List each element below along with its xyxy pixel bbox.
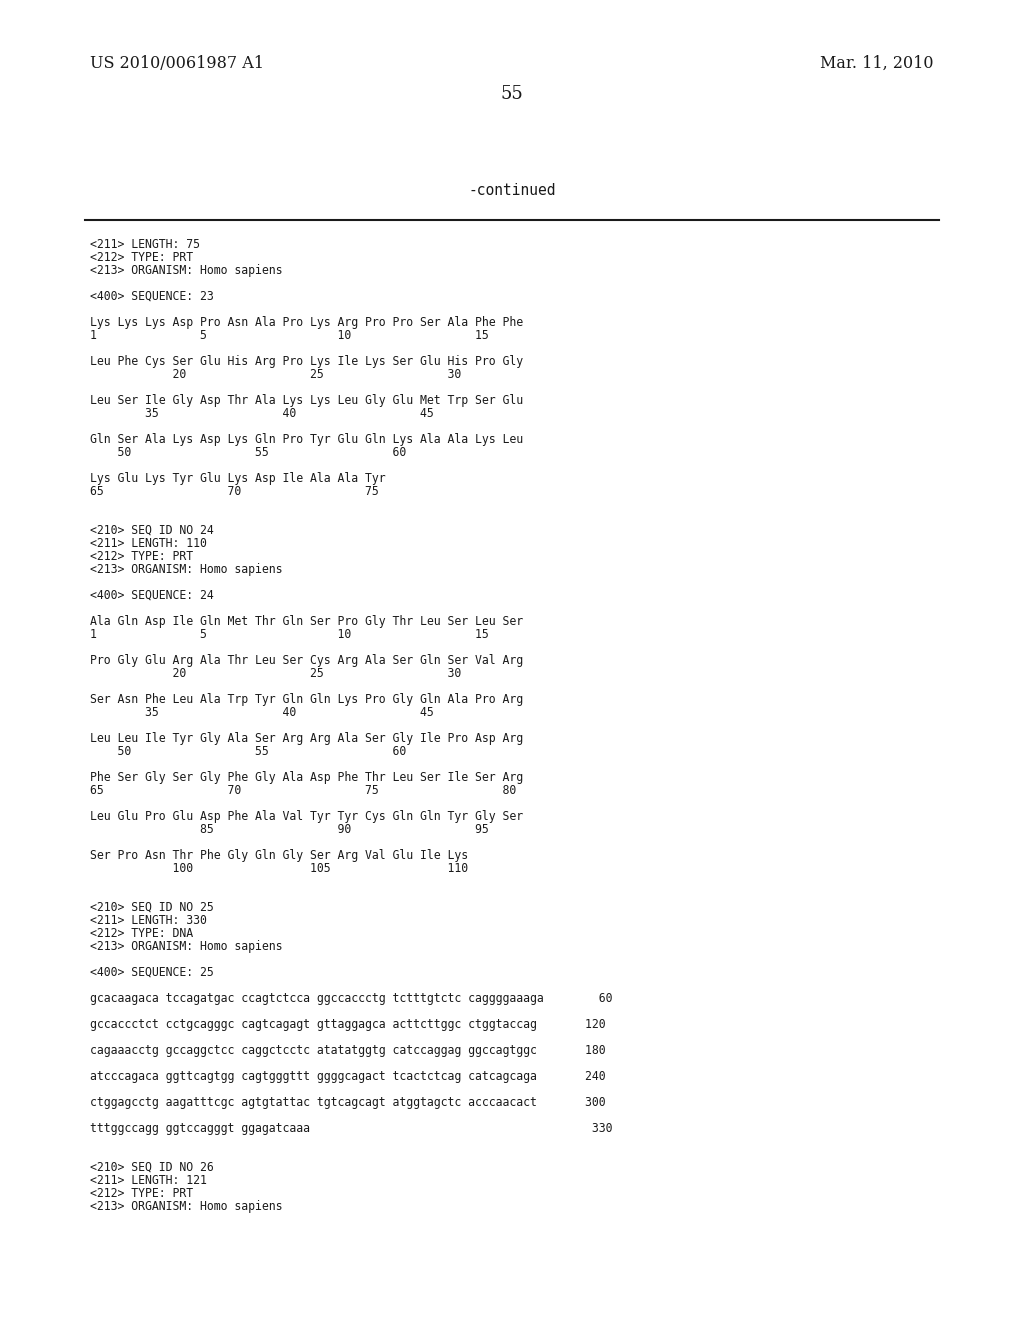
- Text: cagaaacctg gccaggctcc caggctcctc atatatggtg catccaggag ggccagtggc       180: cagaaacctg gccaggctcc caggctcctc atatatg…: [90, 1044, 605, 1057]
- Text: <211> LENGTH: 110: <211> LENGTH: 110: [90, 537, 207, 550]
- Text: Lys Lys Lys Asp Pro Asn Ala Pro Lys Arg Pro Pro Ser Ala Phe Phe: Lys Lys Lys Asp Pro Asn Ala Pro Lys Arg …: [90, 315, 523, 329]
- Text: Pro Gly Glu Arg Ala Thr Leu Ser Cys Arg Ala Ser Gln Ser Val Arg: Pro Gly Glu Arg Ala Thr Leu Ser Cys Arg …: [90, 653, 523, 667]
- Text: <211> LENGTH: 75: <211> LENGTH: 75: [90, 238, 200, 251]
- Text: 50                  55                  60: 50 55 60: [90, 446, 407, 459]
- Text: 65                  70                  75: 65 70 75: [90, 484, 379, 498]
- Text: <212> TYPE: DNA: <212> TYPE: DNA: [90, 927, 194, 940]
- Text: Leu Leu Ile Tyr Gly Ala Ser Arg Arg Ala Ser Gly Ile Pro Asp Arg: Leu Leu Ile Tyr Gly Ala Ser Arg Arg Ala …: [90, 733, 523, 744]
- Text: Ser Asn Phe Leu Ala Trp Tyr Gln Gln Lys Pro Gly Gln Ala Pro Arg: Ser Asn Phe Leu Ala Trp Tyr Gln Gln Lys …: [90, 693, 523, 706]
- Text: Gln Ser Ala Lys Asp Lys Gln Pro Tyr Glu Gln Lys Ala Ala Lys Leu: Gln Ser Ala Lys Asp Lys Gln Pro Tyr Glu …: [90, 433, 523, 446]
- Text: <210> SEQ ID NO 26: <210> SEQ ID NO 26: [90, 1162, 214, 1173]
- Text: -continued: -continued: [468, 183, 556, 198]
- Text: <210> SEQ ID NO 25: <210> SEQ ID NO 25: [90, 902, 214, 913]
- Text: <213> ORGANISM: Homo sapiens: <213> ORGANISM: Homo sapiens: [90, 940, 283, 953]
- Text: <400> SEQUENCE: 25: <400> SEQUENCE: 25: [90, 966, 214, 979]
- Text: gcacaagaca tccagatgac ccagtctcca ggccaccctg tctttgtctc caggggaaaga        60: gcacaagaca tccagatgac ccagtctcca ggccacc…: [90, 993, 612, 1005]
- Text: tttggccagg ggtccagggt ggagatcaaa                                         330: tttggccagg ggtccagggt ggagatcaaa 330: [90, 1122, 612, 1135]
- Text: <400> SEQUENCE: 23: <400> SEQUENCE: 23: [90, 290, 214, 304]
- Text: 50                  55                  60: 50 55 60: [90, 744, 407, 758]
- Text: <212> TYPE: PRT: <212> TYPE: PRT: [90, 550, 194, 564]
- Text: Leu Glu Pro Glu Asp Phe Ala Val Tyr Tyr Cys Gln Gln Tyr Gly Ser: Leu Glu Pro Glu Asp Phe Ala Val Tyr Tyr …: [90, 810, 523, 822]
- Text: Ala Gln Asp Ile Gln Met Thr Gln Ser Pro Gly Thr Leu Ser Leu Ser: Ala Gln Asp Ile Gln Met Thr Gln Ser Pro …: [90, 615, 523, 628]
- Text: gccaccctct cctgcagggc cagtcagagt gttaggagca acttcttggc ctggtaccag       120: gccaccctct cctgcagggc cagtcagagt gttagga…: [90, 1018, 605, 1031]
- Text: <211> LENGTH: 330: <211> LENGTH: 330: [90, 913, 207, 927]
- Text: <211> LENGTH: 121: <211> LENGTH: 121: [90, 1173, 207, 1187]
- Text: <212> TYPE: PRT: <212> TYPE: PRT: [90, 251, 194, 264]
- Text: Leu Phe Cys Ser Glu His Arg Pro Lys Ile Lys Ser Glu His Pro Gly: Leu Phe Cys Ser Glu His Arg Pro Lys Ile …: [90, 355, 523, 368]
- Text: 55: 55: [501, 84, 523, 103]
- Text: <213> ORGANISM: Homo sapiens: <213> ORGANISM: Homo sapiens: [90, 264, 283, 277]
- Text: <212> TYPE: PRT: <212> TYPE: PRT: [90, 1187, 194, 1200]
- Text: atcccagaca ggttcagtgg cagtgggttt ggggcagact tcactctcag catcagcaga       240: atcccagaca ggttcagtgg cagtgggttt ggggcag…: [90, 1071, 605, 1082]
- Text: Mar. 11, 2010: Mar. 11, 2010: [820, 55, 934, 73]
- Text: <210> SEQ ID NO 24: <210> SEQ ID NO 24: [90, 524, 214, 537]
- Text: Phe Ser Gly Ser Gly Phe Gly Ala Asp Phe Thr Leu Ser Ile Ser Arg: Phe Ser Gly Ser Gly Phe Gly Ala Asp Phe …: [90, 771, 523, 784]
- Text: Lys Glu Lys Tyr Glu Lys Asp Ile Ala Ala Tyr: Lys Glu Lys Tyr Glu Lys Asp Ile Ala Ala …: [90, 473, 386, 484]
- Text: <213> ORGANISM: Homo sapiens: <213> ORGANISM: Homo sapiens: [90, 1200, 283, 1213]
- Text: US 2010/0061987 A1: US 2010/0061987 A1: [90, 55, 264, 73]
- Text: 65                  70                  75                  80: 65 70 75 80: [90, 784, 516, 797]
- Text: <213> ORGANISM: Homo sapiens: <213> ORGANISM: Homo sapiens: [90, 564, 283, 576]
- Text: 100                 105                 110: 100 105 110: [90, 862, 468, 875]
- Text: Leu Ser Ile Gly Asp Thr Ala Lys Lys Leu Gly Glu Met Trp Ser Glu: Leu Ser Ile Gly Asp Thr Ala Lys Lys Leu …: [90, 393, 523, 407]
- Text: <400> SEQUENCE: 24: <400> SEQUENCE: 24: [90, 589, 214, 602]
- Text: 20                  25                  30: 20 25 30: [90, 368, 461, 381]
- Text: 35                  40                  45: 35 40 45: [90, 407, 434, 420]
- Text: 1               5                   10                  15: 1 5 10 15: [90, 329, 488, 342]
- Text: Ser Pro Asn Thr Phe Gly Gln Gly Ser Arg Val Glu Ile Lys: Ser Pro Asn Thr Phe Gly Gln Gly Ser Arg …: [90, 849, 468, 862]
- Text: 35                  40                  45: 35 40 45: [90, 706, 434, 719]
- Text: 20                  25                  30: 20 25 30: [90, 667, 461, 680]
- Text: 1               5                   10                  15: 1 5 10 15: [90, 628, 488, 642]
- Text: ctggagcctg aagatttcgc agtgtattac tgtcagcagt atggtagctc acccaacact       300: ctggagcctg aagatttcgc agtgtattac tgtcagc…: [90, 1096, 605, 1109]
- Text: 85                  90                  95: 85 90 95: [90, 822, 488, 836]
